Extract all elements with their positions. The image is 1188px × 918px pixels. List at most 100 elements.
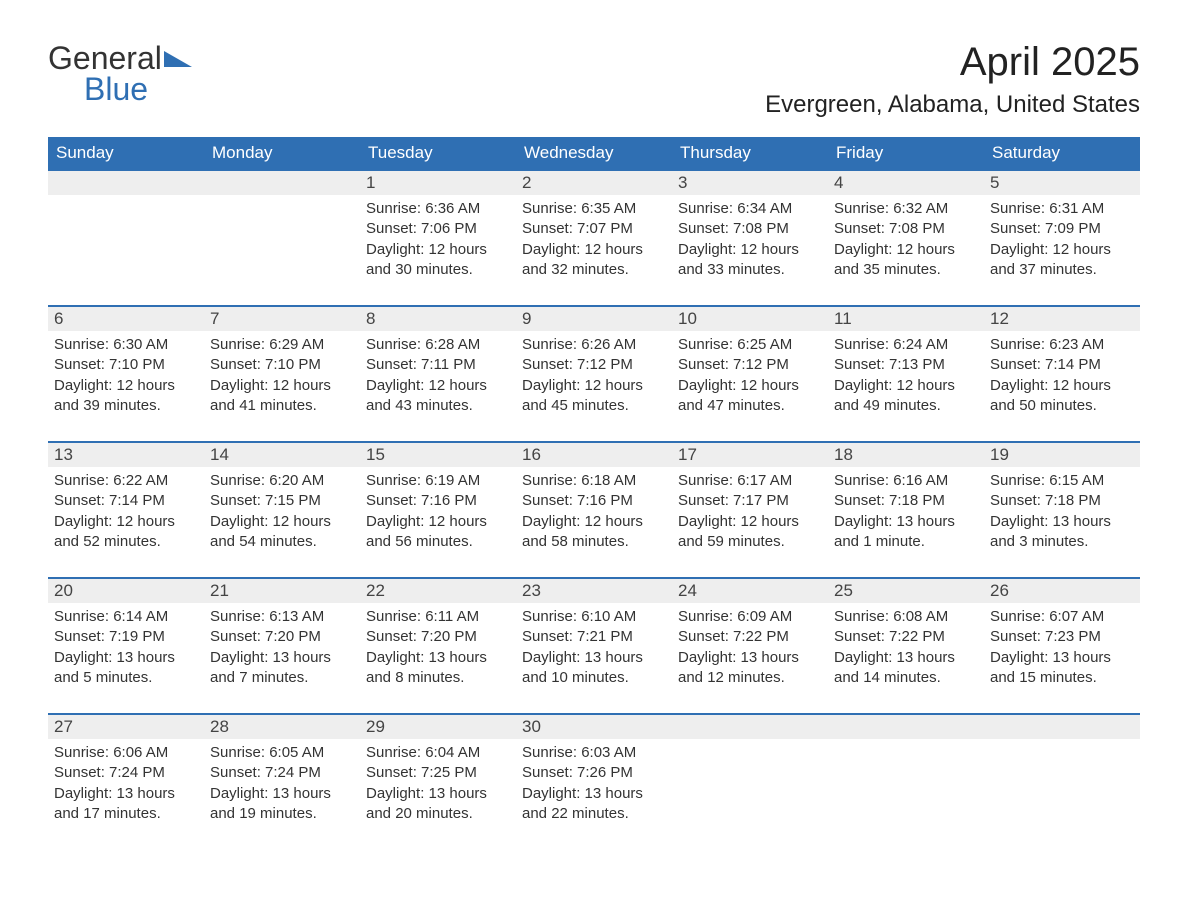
calendar-table: SundayMondayTuesdayWednesdayThursdayFrid… xyxy=(48,137,1140,850)
day-number xyxy=(828,715,984,739)
sunrise-text: Sunrise: 6:36 AM xyxy=(366,199,510,219)
sunset-text: Sunset: 7:14 PM xyxy=(54,491,198,511)
sunset-text: Sunset: 7:18 PM xyxy=(834,491,978,511)
daylight-text: Daylight: 12 hours and 33 minutes. xyxy=(678,240,822,281)
sunrise-text: Sunrise: 6:26 AM xyxy=(522,335,666,355)
sunrise-text: Sunrise: 6:07 AM xyxy=(990,607,1134,627)
sunrise-text: Sunrise: 6:03 AM xyxy=(522,743,666,763)
day-number: 12 xyxy=(984,307,1140,331)
weekday-header: Thursday xyxy=(672,137,828,170)
day-number xyxy=(672,715,828,739)
sunset-text: Sunset: 7:20 PM xyxy=(366,627,510,647)
day-number: 27 xyxy=(48,715,204,739)
daylight-text: Daylight: 13 hours and 14 minutes. xyxy=(834,648,978,689)
sunrise-text: Sunrise: 6:30 AM xyxy=(54,335,198,355)
day-number: 2 xyxy=(516,171,672,195)
sunset-text: Sunset: 7:10 PM xyxy=(54,355,198,375)
sunset-text: Sunset: 7:17 PM xyxy=(678,491,822,511)
sunrise-text: Sunrise: 6:29 AM xyxy=(210,335,354,355)
sunrise-text: Sunrise: 6:15 AM xyxy=(990,471,1134,491)
sunrise-text: Sunrise: 6:09 AM xyxy=(678,607,822,627)
calendar-day-cell: 11Sunrise: 6:24 AMSunset: 7:13 PMDayligh… xyxy=(828,306,984,442)
weekday-header: Sunday xyxy=(48,137,204,170)
day-body: Sunrise: 6:31 AMSunset: 7:09 PMDaylight:… xyxy=(984,195,1140,288)
sunset-text: Sunset: 7:13 PM xyxy=(834,355,978,375)
day-number: 22 xyxy=(360,579,516,603)
day-number: 13 xyxy=(48,443,204,467)
sunrise-text: Sunrise: 6:05 AM xyxy=(210,743,354,763)
sunset-text: Sunset: 7:22 PM xyxy=(678,627,822,647)
daylight-text: Daylight: 13 hours and 15 minutes. xyxy=(990,648,1134,689)
day-number: 14 xyxy=(204,443,360,467)
day-number: 15 xyxy=(360,443,516,467)
day-body xyxy=(828,739,984,751)
sunrise-text: Sunrise: 6:13 AM xyxy=(210,607,354,627)
day-number: 8 xyxy=(360,307,516,331)
calendar-week-row: 6Sunrise: 6:30 AMSunset: 7:10 PMDaylight… xyxy=(48,306,1140,442)
sunset-text: Sunset: 7:26 PM xyxy=(522,763,666,783)
sunrise-text: Sunrise: 6:18 AM xyxy=(522,471,666,491)
title-block: April 2025 Evergreen, Alabama, United St… xyxy=(765,40,1140,129)
day-body: Sunrise: 6:07 AMSunset: 7:23 PMDaylight:… xyxy=(984,603,1140,696)
sunset-text: Sunset: 7:22 PM xyxy=(834,627,978,647)
daylight-text: Daylight: 12 hours and 52 minutes. xyxy=(54,512,198,553)
day-number: 21 xyxy=(204,579,360,603)
weekday-header: Saturday xyxy=(984,137,1140,170)
weekday-header-row: SundayMondayTuesdayWednesdayThursdayFrid… xyxy=(48,137,1140,170)
calendar-day-cell: 12Sunrise: 6:23 AMSunset: 7:14 PMDayligh… xyxy=(984,306,1140,442)
calendar-week-row: 1Sunrise: 6:36 AMSunset: 7:06 PMDaylight… xyxy=(48,170,1140,306)
sunrise-text: Sunrise: 6:24 AM xyxy=(834,335,978,355)
day-body: Sunrise: 6:17 AMSunset: 7:17 PMDaylight:… xyxy=(672,467,828,560)
day-number xyxy=(204,171,360,195)
sunrise-text: Sunrise: 6:06 AM xyxy=(54,743,198,763)
day-number: 26 xyxy=(984,579,1140,603)
day-body: Sunrise: 6:28 AMSunset: 7:11 PMDaylight:… xyxy=(360,331,516,424)
daylight-text: Daylight: 13 hours and 12 minutes. xyxy=(678,648,822,689)
sunset-text: Sunset: 7:08 PM xyxy=(834,219,978,239)
day-number: 6 xyxy=(48,307,204,331)
day-number: 17 xyxy=(672,443,828,467)
calendar-day-cell xyxy=(984,714,1140,850)
location-subtitle: Evergreen, Alabama, United States xyxy=(765,91,1140,119)
day-body: Sunrise: 6:34 AMSunset: 7:08 PMDaylight:… xyxy=(672,195,828,288)
day-number: 9 xyxy=(516,307,672,331)
sunrise-text: Sunrise: 6:14 AM xyxy=(54,607,198,627)
calendar-week-row: 20Sunrise: 6:14 AMSunset: 7:19 PMDayligh… xyxy=(48,578,1140,714)
day-body: Sunrise: 6:10 AMSunset: 7:21 PMDaylight:… xyxy=(516,603,672,696)
day-number xyxy=(48,171,204,195)
day-number xyxy=(984,715,1140,739)
sunset-text: Sunset: 7:25 PM xyxy=(366,763,510,783)
day-body: Sunrise: 6:19 AMSunset: 7:16 PMDaylight:… xyxy=(360,467,516,560)
sunrise-text: Sunrise: 6:19 AM xyxy=(366,471,510,491)
calendar-day-cell xyxy=(828,714,984,850)
sunset-text: Sunset: 7:06 PM xyxy=(366,219,510,239)
day-body: Sunrise: 6:35 AMSunset: 7:07 PMDaylight:… xyxy=(516,195,672,288)
daylight-text: Daylight: 13 hours and 1 minute. xyxy=(834,512,978,553)
day-number: 25 xyxy=(828,579,984,603)
flag-icon xyxy=(164,40,192,60)
calendar-day-cell: 25Sunrise: 6:08 AMSunset: 7:22 PMDayligh… xyxy=(828,578,984,714)
sunset-text: Sunset: 7:16 PM xyxy=(522,491,666,511)
daylight-text: Daylight: 12 hours and 32 minutes. xyxy=(522,240,666,281)
calendar-day-cell: 5Sunrise: 6:31 AMSunset: 7:09 PMDaylight… xyxy=(984,170,1140,306)
sunrise-text: Sunrise: 6:20 AM xyxy=(210,471,354,491)
daylight-text: Daylight: 12 hours and 58 minutes. xyxy=(522,512,666,553)
sunrise-text: Sunrise: 6:31 AM xyxy=(990,199,1134,219)
sunset-text: Sunset: 7:10 PM xyxy=(210,355,354,375)
calendar-week-row: 27Sunrise: 6:06 AMSunset: 7:24 PMDayligh… xyxy=(48,714,1140,850)
sunset-text: Sunset: 7:21 PM xyxy=(522,627,666,647)
daylight-text: Daylight: 12 hours and 43 minutes. xyxy=(366,376,510,417)
daylight-text: Daylight: 13 hours and 17 minutes. xyxy=(54,784,198,825)
day-number: 28 xyxy=(204,715,360,739)
day-body: Sunrise: 6:11 AMSunset: 7:20 PMDaylight:… xyxy=(360,603,516,696)
daylight-text: Daylight: 12 hours and 59 minutes. xyxy=(678,512,822,553)
day-body: Sunrise: 6:18 AMSunset: 7:16 PMDaylight:… xyxy=(516,467,672,560)
sunset-text: Sunset: 7:14 PM xyxy=(990,355,1134,375)
day-body: Sunrise: 6:36 AMSunset: 7:06 PMDaylight:… xyxy=(360,195,516,288)
sunset-text: Sunset: 7:23 PM xyxy=(990,627,1134,647)
day-number: 19 xyxy=(984,443,1140,467)
day-body: Sunrise: 6:32 AMSunset: 7:08 PMDaylight:… xyxy=(828,195,984,288)
daylight-text: Daylight: 12 hours and 50 minutes. xyxy=(990,376,1134,417)
day-body: Sunrise: 6:14 AMSunset: 7:19 PMDaylight:… xyxy=(48,603,204,696)
calendar-day-cell: 10Sunrise: 6:25 AMSunset: 7:12 PMDayligh… xyxy=(672,306,828,442)
